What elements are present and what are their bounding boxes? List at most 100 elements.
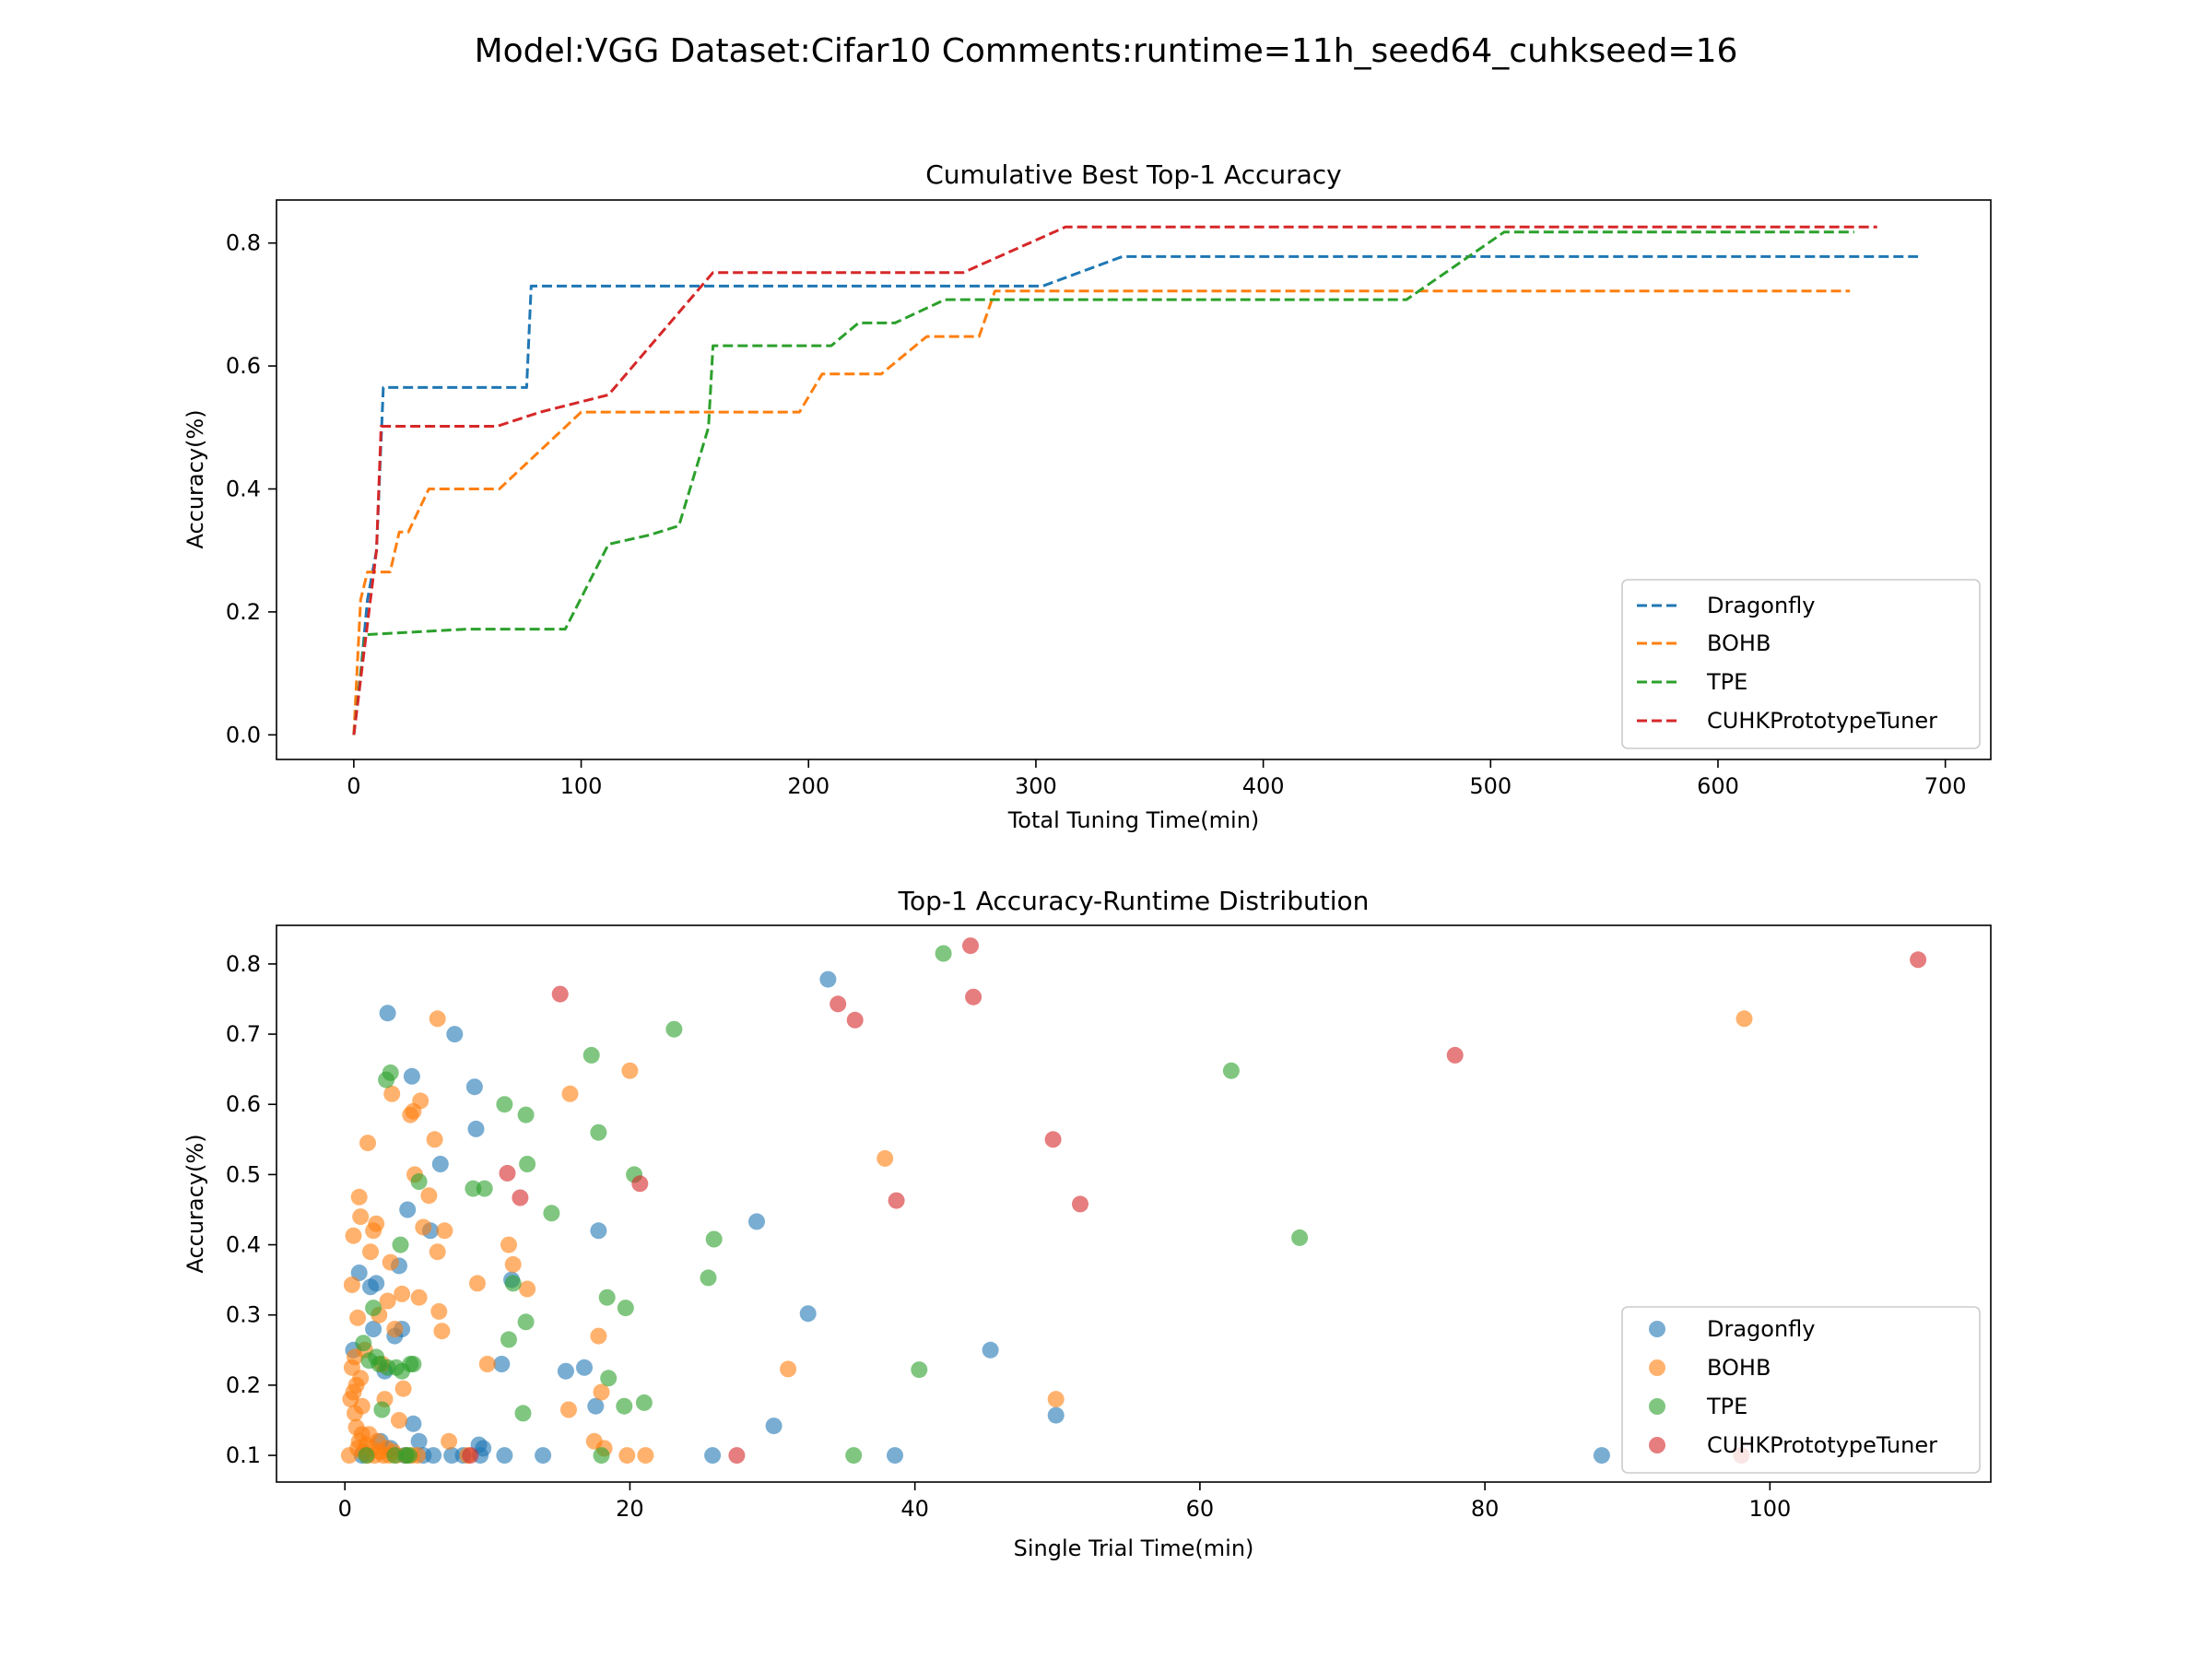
scatter-point-bohb bbox=[618, 1447, 636, 1465]
scatter-point-tpe bbox=[373, 1401, 391, 1418]
scatter-point-cuhkprototypetuner bbox=[846, 1011, 864, 1029]
scatter-point-tpe bbox=[665, 1020, 683, 1038]
scatter-point-bohb bbox=[347, 1418, 365, 1436]
scatter-point-tpe bbox=[405, 1356, 422, 1372]
scatter-point-bohb bbox=[359, 1135, 376, 1152]
scatter-point-bohb bbox=[436, 1222, 453, 1240]
scatter-point-tpe bbox=[365, 1300, 382, 1317]
scatter-point-dragonfly bbox=[748, 1213, 765, 1230]
scatter-point-bohb bbox=[593, 1383, 610, 1401]
scatter-point-dragonfly bbox=[496, 1447, 513, 1465]
series-line-dragonfly bbox=[352, 254, 1919, 735]
scatter-point-bohb bbox=[429, 1010, 446, 1028]
legend-label-tpe: TPE bbox=[1706, 669, 1747, 695]
scatter-point-tpe bbox=[465, 1180, 482, 1197]
legend-label-bohb: BOHB bbox=[1707, 630, 1771, 656]
scatter-point-tpe bbox=[700, 1269, 717, 1287]
scatter-points bbox=[340, 937, 1927, 1465]
legend-marker-dragonfly bbox=[1649, 1321, 1665, 1337]
scatter-point-dragonfly bbox=[1047, 1406, 1065, 1424]
scatter-point-cuhkprototypetuner bbox=[551, 985, 569, 1003]
x-tick-label: 600 bbox=[1697, 773, 1739, 799]
scatter-point-bohb bbox=[420, 1187, 438, 1205]
scatter-point-bohb bbox=[352, 1370, 370, 1387]
x-tick-label: 100 bbox=[1748, 1496, 1791, 1522]
scatter-point-tpe bbox=[410, 1173, 428, 1190]
x-tick-label: 20 bbox=[616, 1496, 644, 1522]
x-tick-label: 80 bbox=[1471, 1496, 1500, 1522]
cumulative-legend: Dragonfly BOHB TPE CUHKPrototypeTuner bbox=[1621, 579, 1981, 749]
scatter-point-bohb bbox=[519, 1280, 536, 1298]
scatter-point-bohb bbox=[412, 1092, 429, 1110]
y-tick-label: 0.1 bbox=[226, 1442, 261, 1468]
scatter-point-bohb bbox=[877, 1149, 894, 1167]
y-tick-label: 0.3 bbox=[226, 1302, 261, 1328]
legend-label-cuhkprototypetuner: CUHKPrototypeTuner bbox=[1707, 708, 1937, 734]
scatter-point-dragonfly bbox=[887, 1447, 903, 1465]
scatter-point-tpe bbox=[355, 1335, 372, 1352]
scatter-point-dragonfly bbox=[425, 1447, 442, 1465]
scatter-point-bohb bbox=[561, 1085, 579, 1102]
scatter-point-tpe bbox=[504, 1275, 522, 1292]
scatter-point-tpe bbox=[500, 1331, 517, 1348]
legend-marker-tpe bbox=[1649, 1398, 1665, 1415]
scatter-point-tpe bbox=[616, 1397, 633, 1415]
scatter-ticks: 0 20 40 60 80 100 0.1 0.2 0.3 0.4 0.5 0.6 0.7 0.8 bbox=[226, 951, 1791, 1522]
y-tick-label: 0.5 bbox=[226, 1161, 261, 1187]
scatter-point-bohb bbox=[441, 1432, 458, 1450]
scatter-point-bohb bbox=[469, 1275, 486, 1292]
scatter-point-cuhkprototypetuner bbox=[962, 937, 979, 955]
scatter-point-bohb bbox=[350, 1188, 368, 1206]
scatter-point-bohb bbox=[343, 1277, 360, 1293]
scatter-point-tpe bbox=[590, 1124, 607, 1141]
scatter-point-bohb bbox=[1735, 1010, 1753, 1028]
x-tick-label: 200 bbox=[787, 773, 830, 799]
scatter-point-tpe bbox=[517, 1106, 535, 1124]
scatter-point-bohb bbox=[345, 1383, 362, 1401]
scatter-point-tpe bbox=[1222, 1062, 1240, 1079]
scatter-point-bohb bbox=[410, 1288, 428, 1306]
scatter-point-dragonfly bbox=[467, 1120, 485, 1137]
scatter-point-dragonfly bbox=[982, 1341, 999, 1359]
scatter-point-bohb bbox=[386, 1321, 404, 1337]
scatter-point-bohb bbox=[368, 1215, 385, 1232]
scatter-point-dragonfly bbox=[446, 1026, 464, 1043]
scatter-point-dragonfly bbox=[1593, 1447, 1610, 1465]
x-tick-label: 0 bbox=[347, 773, 360, 799]
scatter-point-bohb bbox=[383, 1085, 401, 1102]
cumulative-legend-box bbox=[1621, 579, 1981, 749]
scatter-point-bohb bbox=[353, 1397, 371, 1415]
scatter-point-dragonfly bbox=[410, 1432, 428, 1450]
cumulative-axes-frame bbox=[276, 199, 1992, 760]
scatter-point-cuhkprototypetuner bbox=[1044, 1131, 1062, 1148]
scatter-point-bohb bbox=[780, 1360, 797, 1378]
scatter-distribution-panel: Top-1 Accuracy-Runtime Distribution Sing… bbox=[182, 886, 1992, 1561]
scatter-point-cuhkprototypetuner bbox=[499, 1164, 516, 1182]
scatter-point-tpe bbox=[600, 1370, 618, 1387]
scatter-point-tpe bbox=[617, 1300, 634, 1317]
scatter-point-tpe bbox=[517, 1313, 535, 1331]
x-tick-label: 0 bbox=[338, 1496, 352, 1522]
scatter-point-tpe bbox=[514, 1405, 532, 1422]
scatter-point-tpe bbox=[400, 1447, 418, 1465]
scatter-point-cuhkprototypetuner bbox=[965, 988, 982, 1006]
scatter-x-axis-label: Single Trial Time(min) bbox=[1014, 1535, 1254, 1561]
x-tick-label: 500 bbox=[1469, 773, 1512, 799]
series-line-bohb bbox=[352, 289, 1851, 735]
series-line-cuhkprototypetuner bbox=[352, 225, 1877, 735]
x-tick-label: 700 bbox=[1924, 773, 1967, 799]
scatter-point-cuhkprototypetuner bbox=[728, 1447, 746, 1465]
x-tick-label: 60 bbox=[1186, 1496, 1215, 1522]
scatter-y-axis-label: Accuracy(%) bbox=[182, 1134, 208, 1273]
scatter-point-tpe bbox=[935, 945, 952, 962]
scatter-point-bohb bbox=[621, 1062, 639, 1079]
y-tick-label: 0.7 bbox=[226, 1021, 261, 1047]
scatter-point-tpe bbox=[496, 1096, 513, 1113]
scatter-point-tpe bbox=[358, 1447, 375, 1465]
scatter-point-dragonfly bbox=[587, 1397, 605, 1415]
scatter-point-bohb bbox=[382, 1253, 399, 1271]
scatter-legend-label-dragonfly: Dragonfly bbox=[1707, 1316, 1816, 1342]
scatter-point-dragonfly bbox=[799, 1305, 817, 1323]
scatter-point-dragonfly bbox=[590, 1222, 607, 1240]
